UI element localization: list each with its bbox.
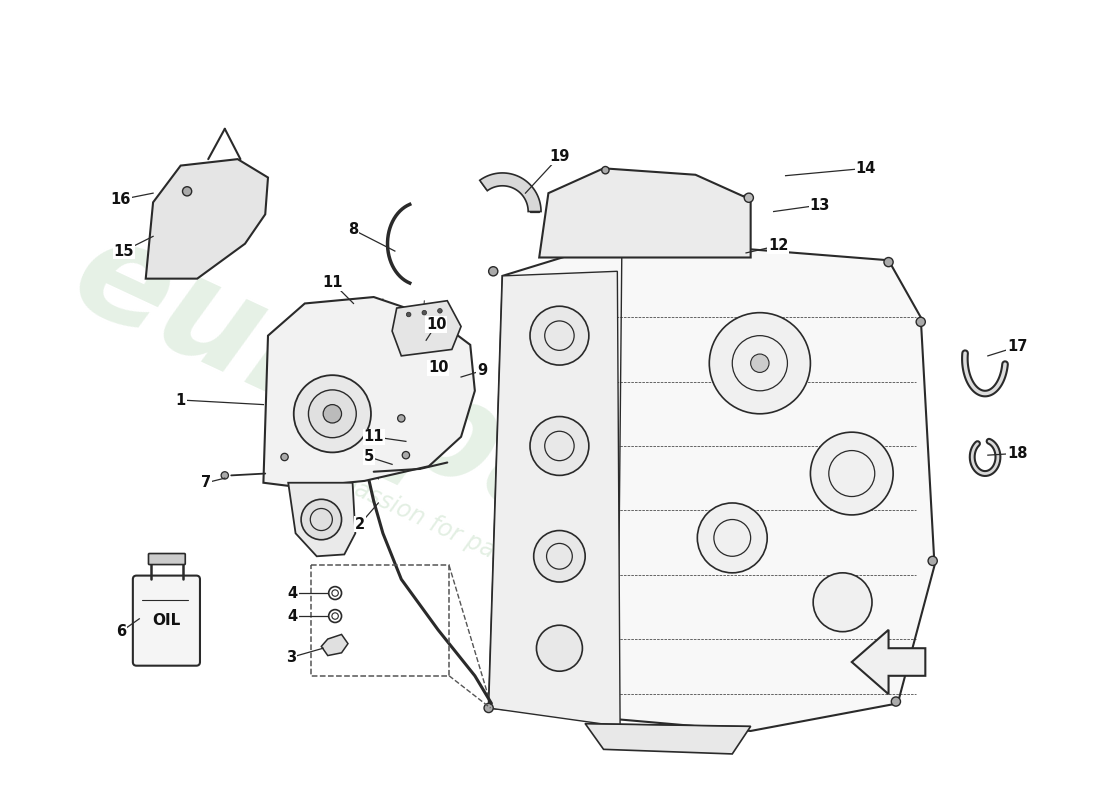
Circle shape [434, 339, 442, 346]
Circle shape [406, 312, 411, 317]
Circle shape [537, 626, 582, 671]
Polygon shape [488, 239, 935, 731]
Text: 17: 17 [1008, 339, 1027, 354]
Text: 12: 12 [768, 238, 789, 253]
Circle shape [422, 310, 427, 315]
FancyBboxPatch shape [133, 575, 200, 666]
Circle shape [484, 703, 493, 713]
Circle shape [891, 697, 901, 706]
Circle shape [488, 266, 498, 276]
Text: 16: 16 [111, 192, 131, 207]
Circle shape [811, 432, 893, 515]
Circle shape [710, 313, 811, 414]
Circle shape [813, 573, 872, 632]
Text: OIL: OIL [152, 613, 180, 628]
Circle shape [530, 417, 588, 475]
Text: 19: 19 [549, 149, 570, 164]
Circle shape [530, 306, 588, 365]
Circle shape [221, 472, 229, 479]
Text: 15: 15 [113, 243, 134, 258]
Circle shape [928, 556, 937, 566]
Circle shape [294, 375, 371, 453]
Circle shape [438, 309, 442, 313]
Circle shape [745, 193, 754, 202]
Text: 11: 11 [322, 275, 342, 290]
Text: a passion for parts since 1985: a passion for parts since 1985 [317, 461, 651, 634]
Text: 14: 14 [856, 161, 876, 176]
Circle shape [534, 530, 585, 582]
Circle shape [617, 236, 627, 246]
Text: 6: 6 [116, 624, 127, 639]
Circle shape [750, 354, 769, 373]
Polygon shape [539, 168, 750, 258]
Text: 4: 4 [288, 609, 298, 623]
Circle shape [308, 390, 356, 438]
Bar [311, 566, 449, 676]
Circle shape [403, 451, 409, 459]
Text: europarts: europarts [53, 204, 805, 651]
Circle shape [397, 414, 405, 422]
Circle shape [916, 318, 925, 326]
Text: 1: 1 [176, 393, 186, 407]
Circle shape [183, 186, 191, 196]
Polygon shape [585, 724, 750, 754]
Circle shape [602, 166, 609, 174]
Text: 18: 18 [1006, 446, 1027, 461]
Polygon shape [263, 297, 475, 487]
Text: 10: 10 [428, 360, 449, 375]
Text: 9: 9 [477, 363, 487, 378]
Circle shape [697, 503, 767, 573]
Text: 2: 2 [355, 517, 365, 532]
Circle shape [280, 454, 288, 461]
Circle shape [323, 405, 341, 423]
Polygon shape [288, 482, 355, 556]
Polygon shape [392, 301, 461, 356]
Polygon shape [488, 271, 620, 726]
Text: 7: 7 [201, 475, 211, 490]
Polygon shape [321, 634, 348, 655]
Text: 8: 8 [349, 222, 359, 238]
Text: 5: 5 [364, 450, 374, 465]
Circle shape [301, 499, 341, 540]
Text: 3: 3 [286, 650, 296, 665]
Text: 10: 10 [426, 317, 447, 332]
Text: 4: 4 [288, 586, 298, 601]
Text: 13: 13 [810, 198, 829, 213]
Polygon shape [480, 173, 541, 211]
Polygon shape [851, 630, 925, 694]
Circle shape [884, 258, 893, 266]
FancyBboxPatch shape [148, 554, 185, 565]
Text: 11: 11 [363, 430, 384, 444]
Polygon shape [145, 159, 268, 278]
